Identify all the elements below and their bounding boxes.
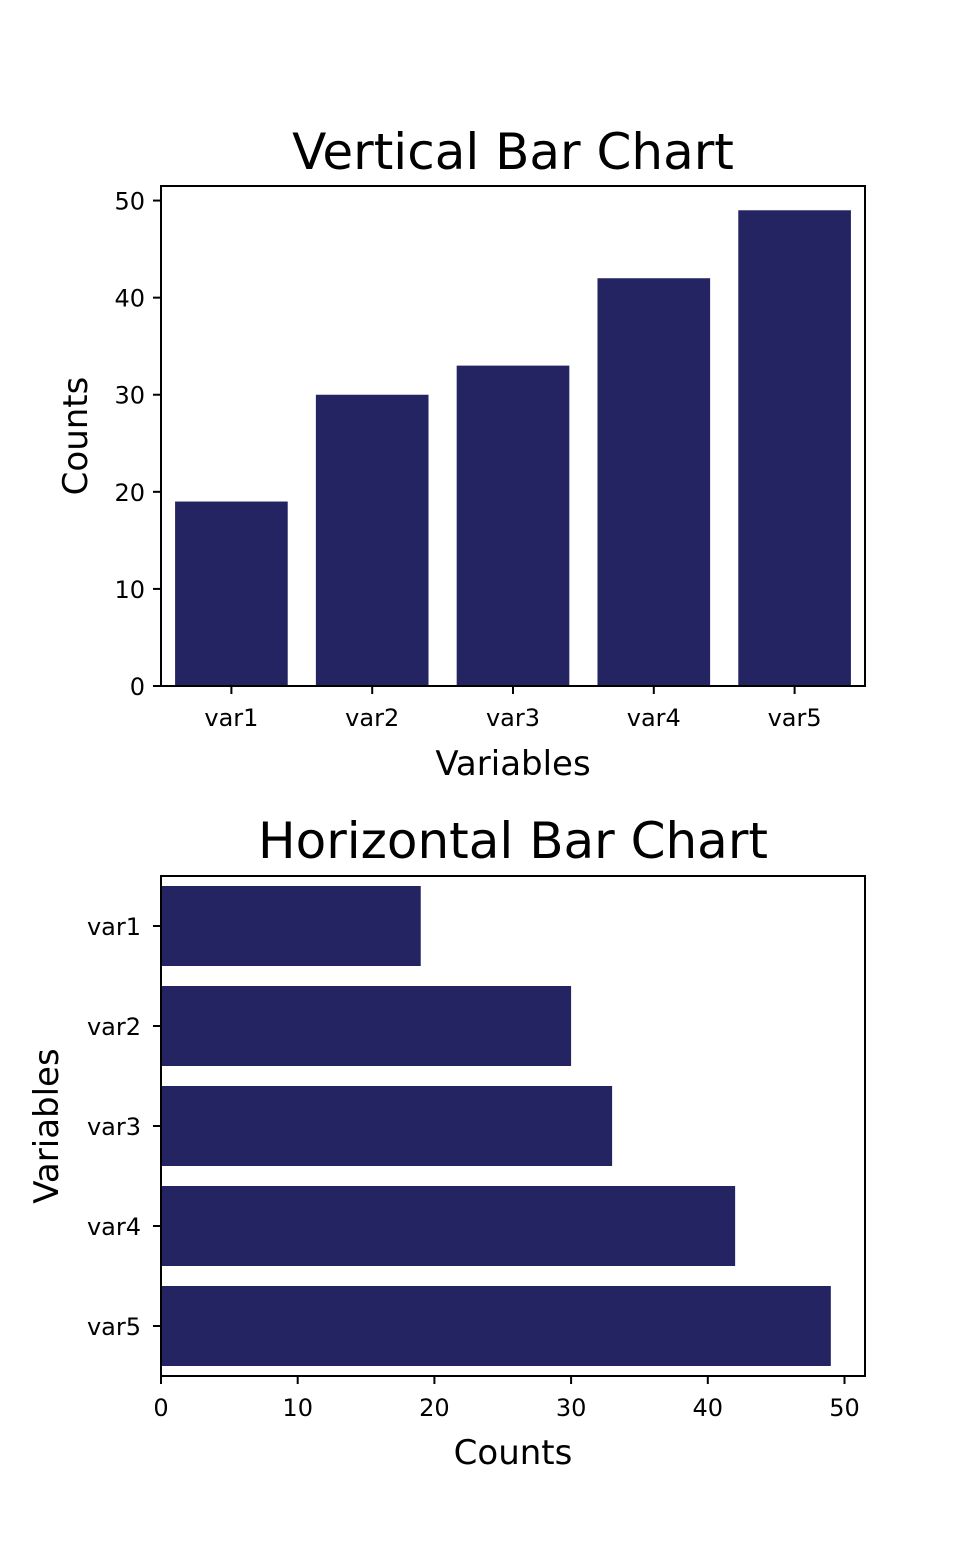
x-tick-label: var1 [204, 704, 258, 732]
bars-group [161, 886, 831, 1366]
x-tick-label: 40 [693, 1394, 724, 1422]
x-tick-label: var4 [627, 704, 681, 732]
bar-var2 [315, 394, 429, 686]
y-axis-ticks: 0 10 20 30 40 50 [114, 188, 161, 701]
bar-var5 [738, 210, 851, 686]
x-tick-label: 50 [829, 1394, 860, 1422]
plot-frame [160, 185, 866, 687]
chart-title: Horizontal Bar Chart [258, 812, 768, 870]
y-tick-label: var2 [87, 1013, 141, 1041]
y-tick-label: var4 [87, 1213, 141, 1241]
x-axis-ticks: 0 10 20 30 40 50 [153, 1376, 860, 1422]
x-tick-label: var5 [768, 704, 822, 732]
bar-var1 [161, 886, 421, 966]
y-axis-label: Counts [56, 377, 96, 496]
x-tick-label: 10 [282, 1394, 313, 1422]
x-axis-ticks: var1 var2 var3 var4 var5 [204, 686, 822, 732]
y-axis-label: Variables [27, 1048, 67, 1203]
y-tick-label: 30 [114, 382, 145, 410]
x-tick-label: 30 [556, 1394, 587, 1422]
x-tick-label: 0 [153, 1394, 168, 1422]
y-tick-label: 40 [114, 285, 145, 313]
y-tick-label: var3 [87, 1113, 141, 1141]
bar-var4 [161, 1186, 736, 1266]
y-tick-label: var5 [87, 1313, 141, 1341]
bar-var1 [175, 501, 288, 686]
y-tick-label: 0 [130, 673, 145, 701]
horizontal-bar-chart: Horizontal Bar Chart var1var2var3var4var… [27, 812, 866, 1473]
x-tick-label: var2 [345, 704, 399, 732]
bar-var2 [161, 986, 572, 1066]
bars-group [175, 210, 851, 686]
y-tick-label: 50 [114, 188, 145, 216]
y-tick-label: 10 [114, 576, 145, 604]
chart-title: Vertical Bar Chart [292, 123, 734, 181]
bar-var3 [456, 365, 570, 686]
x-tick-label: 20 [419, 1394, 450, 1422]
bar-var4 [597, 278, 711, 686]
x-tick-label: var3 [486, 704, 540, 732]
y-axis-ticks: var1 var2 var3 var4 var5 [87, 913, 161, 1341]
bar-var3 [161, 1086, 613, 1166]
x-axis-label: Variables [435, 744, 590, 784]
x-axis-label: Counts [454, 1433, 573, 1473]
plot-frame [160, 875, 866, 1377]
y-tick-label: var1 [87, 913, 141, 941]
bar-var5 [161, 1286, 831, 1366]
y-tick-label: 20 [114, 479, 145, 507]
